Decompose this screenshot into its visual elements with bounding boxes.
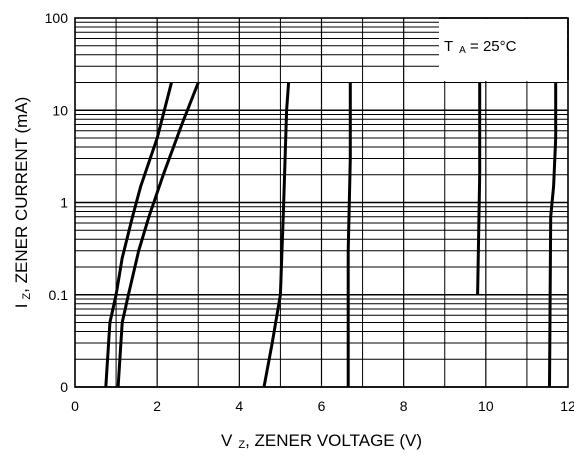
y-tick-label: 1 [60, 195, 68, 211]
series-line-3 [262, 82, 291, 388]
x-tick-label: 0 [71, 398, 79, 414]
series-line-5 [476, 82, 482, 295]
y-tick-label: 100 [45, 10, 69, 26]
y-tick-labels: 0 0.1 1 10 100 [45, 10, 69, 395]
y-tick-label: 0.1 [49, 287, 69, 303]
series-line-2 [116, 81, 200, 388]
series-line-1 [104, 82, 173, 388]
x-tick-label: 12 [560, 398, 574, 414]
x-tick-label: 10 [478, 398, 494, 414]
series-lines [104, 81, 558, 388]
x-tick-label: 6 [318, 398, 326, 414]
x-tick-label: 2 [153, 398, 161, 414]
y-tick-label: 0 [60, 379, 68, 395]
series-line-4 [346, 82, 352, 387]
x-tick-labels: 0 2 4 6 8 10 12 [71, 398, 574, 414]
annotation-backdrop [439, 19, 567, 81]
y-axis-label: IZ, ZENER CURRENT (mA) [12, 97, 33, 309]
x-tick-label: 8 [400, 398, 408, 414]
series-line-6 [548, 82, 558, 388]
x-tick-label: 4 [235, 398, 243, 414]
x-axis-label: V Z, ZENER VOLTAGE (V) [221, 431, 422, 451]
plot-frame [74, 17, 569, 388]
y-tick-label: 10 [52, 102, 68, 118]
